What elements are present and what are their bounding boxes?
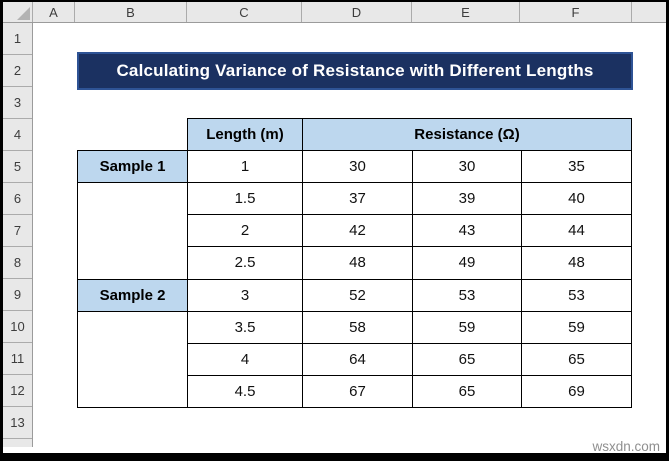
cell-length-value[interactable]: 3 <box>187 278 303 312</box>
cell-resistance-value[interactable]: 35 <box>521 150 632 184</box>
cell-sample-label[interactable]: Sample 2 <box>77 278 188 312</box>
cell-resistance-value[interactable]: 53 <box>412 278 522 312</box>
cell-resistance-value[interactable]: 58 <box>302 310 413 344</box>
cell-resistance-value[interactable]: 37 <box>302 182 413 216</box>
row-header-10[interactable]: 10 <box>3 311 32 343</box>
cell-resistance-value[interactable]: 52 <box>302 278 413 312</box>
cell-resistance-value[interactable]: 43 <box>412 214 522 248</box>
cell-length-value[interactable]: 2 <box>187 214 303 248</box>
cell-resistance-value[interactable]: 59 <box>412 310 522 344</box>
column-header-C[interactable]: C <box>187 2 302 22</box>
cell-resistance-value[interactable]: 48 <box>521 246 632 280</box>
row-header-7[interactable]: 7 <box>3 215 32 247</box>
cell-resistance-value[interactable]: 65 <box>412 342 522 376</box>
resistance-table: Length (m) Resistance (Ω) Sample 1 1 30 30 35 1… <box>77 117 632 409</box>
cell-sample-label[interactable]: Sample 1 <box>77 150 188 184</box>
cell-length-header[interactable]: Length (m) <box>187 117 303 152</box>
cell-length-value[interactable]: 1.5 <box>187 182 303 216</box>
cell-resistance-value[interactable]: 65 <box>521 342 632 376</box>
cell-length-value[interactable]: 3.5 <box>187 310 303 344</box>
cell-length-value[interactable]: 4 <box>187 342 303 376</box>
cell-sample-spacer[interactable] <box>77 182 188 280</box>
column-header-F[interactable]: F <box>520 2 632 22</box>
title-banner[interactable]: Calculating Variance of Resistance with … <box>77 52 633 90</box>
row-header-3[interactable]: 3 <box>3 87 32 119</box>
cell-resistance-value[interactable]: 48 <box>302 246 413 280</box>
row-header-strip: 1 2 3 4 5 6 7 8 9 10 11 12 13 <box>3 23 33 447</box>
row-header-11[interactable]: 11 <box>3 343 32 375</box>
cell-resistance-value[interactable]: 44 <box>521 214 632 248</box>
column-header-partial <box>632 2 666 22</box>
resistance-table-body: Length (m) Resistance (Ω) Sample 1 1 30 30 35 1… <box>77 117 632 409</box>
row-header-8[interactable]: 8 <box>3 247 32 279</box>
row-header-1[interactable]: 1 <box>3 23 32 55</box>
page-title: Calculating Variance of Resistance with … <box>116 61 594 80</box>
cell-resistance-value[interactable]: 40 <box>521 182 632 216</box>
cell-resistance-value[interactable]: 64 <box>302 342 413 376</box>
cell-sample-spacer[interactable] <box>77 310 188 409</box>
cell-length-value[interactable]: 4.5 <box>187 374 303 409</box>
cell-resistance-value[interactable]: 42 <box>302 214 413 248</box>
column-header-B[interactable]: B <box>75 2 187 22</box>
row-header-partial <box>3 439 32 447</box>
column-header-D[interactable]: D <box>302 2 412 22</box>
cell-resistance-value[interactable]: 49 <box>412 246 522 280</box>
row-header-9[interactable]: 9 <box>3 279 32 311</box>
cell-resistance-value[interactable]: 65 <box>412 374 522 409</box>
cell-resistance-value[interactable]: 59 <box>521 310 632 344</box>
row-header-12[interactable]: 12 <box>3 375 32 407</box>
column-header-A[interactable]: A <box>33 2 75 22</box>
row-header-6[interactable]: 6 <box>3 183 32 215</box>
column-header-E[interactable]: E <box>412 2 520 22</box>
cell-resistance-value[interactable]: 53 <box>521 278 632 312</box>
cell-resistance-value[interactable]: 69 <box>521 374 632 409</box>
cell-b4-empty[interactable] <box>78 119 188 151</box>
select-all-corner[interactable] <box>3 2 33 22</box>
row-header-4[interactable]: 4 <box>3 119 32 151</box>
row-header-13[interactable]: 13 <box>3 407 32 439</box>
cell-resistance-value[interactable]: 67 <box>302 374 413 409</box>
cell-resistance-header[interactable]: Resistance (Ω) <box>302 117 632 152</box>
row-header-2[interactable]: 2 <box>3 55 32 87</box>
cell-resistance-value[interactable]: 39 <box>412 182 522 216</box>
cell-length-value[interactable]: 1 <box>187 150 303 184</box>
select-all-triangle-icon <box>17 7 30 20</box>
cell-resistance-value[interactable]: 30 <box>302 150 413 184</box>
cell-resistance-value[interactable]: 30 <box>412 150 522 184</box>
row-header-5[interactable]: 5 <box>3 151 32 183</box>
watermark-text: wsxdn.com <box>592 439 660 453</box>
cell-length-value[interactable]: 2.5 <box>187 246 303 280</box>
